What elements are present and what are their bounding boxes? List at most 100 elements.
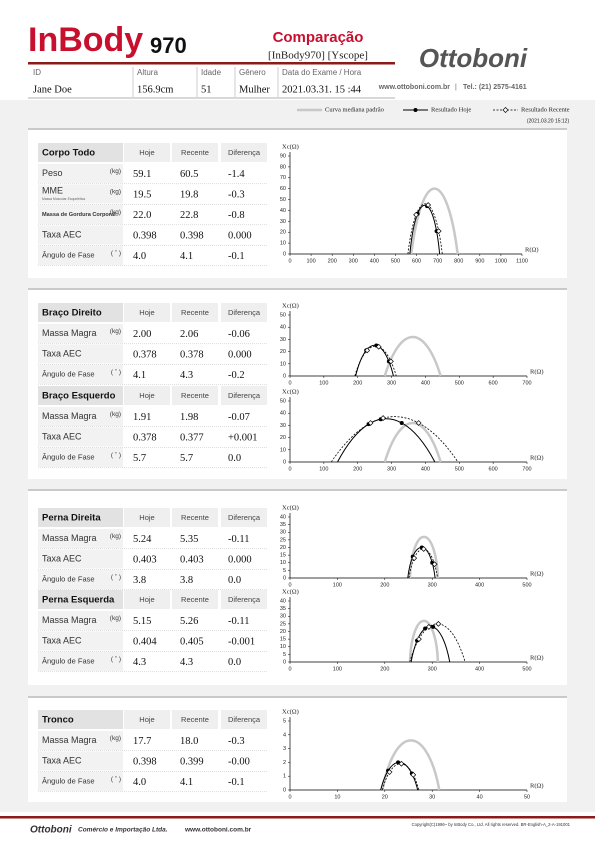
row-label: Ângulo de Fase bbox=[42, 776, 95, 785]
x-tick-label: 0 bbox=[288, 466, 291, 472]
median-curve bbox=[410, 187, 459, 255]
table-title: Corpo Todo bbox=[42, 148, 95, 159]
row-label-cell bbox=[38, 407, 123, 426]
cell-value: 4.3 bbox=[133, 657, 146, 668]
x-tick-label: 400 bbox=[475, 666, 484, 672]
row-label-cell bbox=[38, 549, 123, 569]
x-axis-label: R(Ω) bbox=[530, 454, 544, 461]
row-unit: ( ˚ ) bbox=[111, 249, 121, 257]
row-label: Taxa AEC bbox=[42, 431, 82, 441]
row-label-cell bbox=[38, 448, 123, 467]
info-label: Altura bbox=[137, 68, 158, 77]
cell-value: 2.06 bbox=[180, 329, 198, 340]
cell-value: 0.000 bbox=[228, 349, 252, 360]
point bbox=[367, 420, 374, 426]
y-tick-label: 30 bbox=[280, 423, 286, 429]
y-tick-label: 20 bbox=[280, 629, 286, 635]
footer-tagline: Comércio e Importação Ltda. bbox=[78, 827, 168, 834]
y-tick-label: 15 bbox=[280, 553, 286, 559]
legend-label: Curva mediana padrão bbox=[325, 106, 384, 113]
x-tick-label: 200 bbox=[380, 582, 389, 588]
cell-value: -0.06 bbox=[228, 329, 250, 340]
row-label: Taxa AEC bbox=[42, 229, 82, 239]
result-curve bbox=[370, 416, 419, 424]
cell-value: -0.3 bbox=[228, 736, 245, 747]
x-tick-label: 100 bbox=[333, 666, 342, 672]
y-tick-label: 5 bbox=[283, 652, 286, 658]
copyright: Copyright(C)1996~ by InBody Co., Ltd. Al… bbox=[412, 822, 571, 827]
row-label-cell bbox=[38, 751, 123, 771]
median-curve bbox=[383, 335, 442, 377]
x-tick-label: 200 bbox=[353, 380, 362, 386]
y-axis-label: Xc(Ω) bbox=[282, 588, 299, 595]
row-label: Ângulo de Fase bbox=[42, 250, 95, 259]
point bbox=[399, 420, 404, 425]
point bbox=[416, 636, 422, 643]
cell-value: 4.0 bbox=[133, 251, 146, 262]
median-curve bbox=[383, 421, 442, 463]
cell-value: 0.378 bbox=[133, 349, 157, 360]
row-label-cell bbox=[38, 611, 123, 630]
row-unit: ( ˚ ) bbox=[111, 775, 121, 783]
cell-value: 0.0 bbox=[228, 453, 241, 464]
y-tick-label: 4 bbox=[283, 732, 286, 738]
cell-value: -0.1 bbox=[228, 251, 245, 262]
row-label-cell bbox=[38, 570, 123, 589]
cell-value: 0.377 bbox=[180, 432, 204, 443]
y-tick-label: 50 bbox=[280, 197, 286, 203]
result-curve bbox=[413, 548, 435, 565]
column-header-cell bbox=[124, 386, 170, 405]
column-header: Hoje bbox=[139, 391, 154, 400]
x-tick-label: 400 bbox=[475, 582, 484, 588]
y-tick-label: 0 bbox=[283, 373, 286, 379]
y-tick-label: 0 bbox=[283, 659, 286, 665]
row-label: Peso bbox=[42, 168, 63, 178]
cell-value: 5.35 bbox=[180, 534, 198, 545]
y-axis-label: Xc(Ω) bbox=[282, 708, 299, 715]
x-tick-label: 600 bbox=[489, 380, 498, 386]
y-tick-label: 30 bbox=[280, 219, 286, 225]
x-tick-label: 100 bbox=[319, 380, 328, 386]
panel-border bbox=[28, 696, 567, 698]
cell-value: 3.8 bbox=[133, 575, 146, 586]
y-tick-label: 15 bbox=[280, 637, 286, 643]
row-label-cell bbox=[38, 164, 123, 183]
column-header: Recente bbox=[181, 595, 209, 604]
column-header-cell bbox=[172, 508, 218, 527]
cell-value: 3.8 bbox=[180, 575, 193, 586]
curve-extension bbox=[409, 623, 466, 663]
x-tick-label: 700 bbox=[522, 380, 531, 386]
cell-value: 0.404 bbox=[133, 636, 157, 647]
y-tick-label: 10 bbox=[280, 361, 286, 367]
y-tick-label: 30 bbox=[280, 614, 286, 620]
cell-value: +0.001 bbox=[228, 432, 258, 443]
y-tick-label: 10 bbox=[280, 560, 286, 566]
y-tick-label: 40 bbox=[280, 598, 286, 604]
x-tick-label: 300 bbox=[387, 466, 396, 472]
x-tick-label: 0 bbox=[288, 380, 291, 386]
x-tick-label: 10 bbox=[334, 794, 340, 800]
point bbox=[413, 211, 420, 218]
x-tick-label: 0 bbox=[288, 794, 291, 800]
row-label: MME bbox=[42, 185, 63, 195]
x-tick-label: 30 bbox=[429, 794, 435, 800]
curve-extension bbox=[330, 422, 459, 463]
separator: | bbox=[455, 84, 457, 91]
cell-value: 0.398 bbox=[133, 230, 157, 241]
row-label: Taxa AEC bbox=[42, 348, 82, 358]
x-tick-label: 500 bbox=[522, 666, 531, 672]
column-header-cell bbox=[172, 590, 218, 609]
table-title: Braço Direito bbox=[42, 308, 102, 319]
cell-value: 0.403 bbox=[180, 554, 204, 565]
column-header: Hoje bbox=[139, 715, 154, 724]
point bbox=[425, 202, 432, 208]
x-tick-label: 600 bbox=[489, 466, 498, 472]
column-header-cell bbox=[124, 508, 170, 527]
table-title-cell bbox=[38, 303, 123, 322]
y-tick-label: 30 bbox=[280, 337, 286, 343]
point bbox=[420, 546, 427, 552]
column-header-cell bbox=[221, 590, 267, 609]
cell-value: 0.000 bbox=[228, 230, 252, 241]
cell-value: 19.5 bbox=[133, 189, 151, 200]
info-value: 51 bbox=[201, 84, 212, 95]
